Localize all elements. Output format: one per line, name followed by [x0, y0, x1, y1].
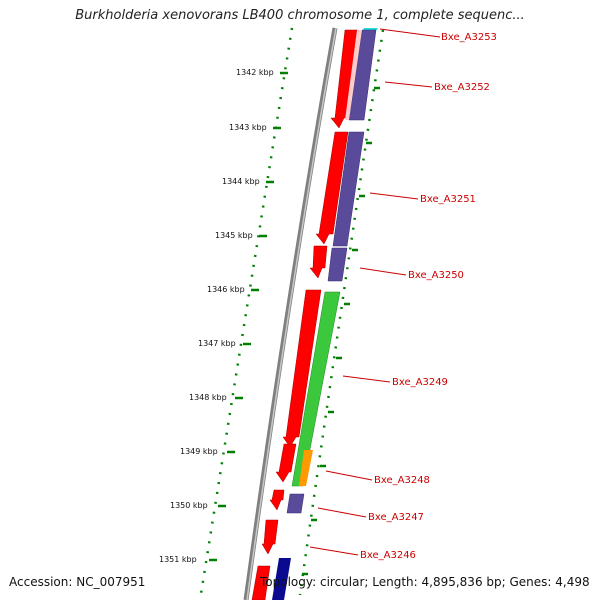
gene-block-purple[interactable]: [348, 29, 377, 121]
gene-arrow-red[interactable]: [269, 489, 285, 511]
gene-arrow-red[interactable]: [251, 565, 271, 600]
ruler-label-1346: 1346 kbp: [207, 285, 245, 294]
gene-arrow-red[interactable]: [309, 245, 328, 279]
gene-label-bxe-a3246[interactable]: Bxe_A3246: [360, 550, 416, 561]
forward-gene-track: [272, 28, 378, 600]
gene-block-cyan[interactable]: [363, 28, 378, 30]
ruler-label-1342: 1342 kbp: [236, 68, 274, 77]
ruler-label-1350: 1350 kbp: [170, 501, 208, 510]
gene-label-bxe-a3252[interactable]: Bxe_A3252: [434, 82, 490, 93]
gene-arrow-red[interactable]: [261, 519, 279, 555]
gene-label-bxe-a3251[interactable]: Bxe_A3251: [420, 194, 476, 205]
ruler-label-1344: 1344 kbp: [222, 177, 260, 186]
ruler-label-1347: 1347 kbp: [198, 339, 236, 348]
ruler-label-1345: 1345 kbp: [215, 231, 253, 240]
gene-arrow-red[interactable]: [282, 289, 322, 448]
gene-label-bxe-a3250[interactable]: Bxe_A3250: [408, 270, 464, 281]
gene-arrow-red[interactable]: [315, 131, 349, 245]
ruler-label-1343: 1343 kbp: [229, 123, 267, 132]
chromosome-backbone: [243, 27, 338, 600]
ruler-ticks: [209, 71, 380, 576]
gene-label-bxe-a3248[interactable]: Bxe_A3248: [374, 475, 430, 486]
accession-text: Accession: NC_007951: [9, 575, 146, 589]
gene-arrow-red[interactable]: [275, 443, 297, 483]
gene-label-leaders: [309, 28, 441, 556]
map-title: Burkholderia xenovorans LB400 chromosome…: [75, 8, 525, 23]
gene-block-purple[interactable]: [286, 493, 305, 514]
gene-block-purple[interactable]: [327, 247, 348, 282]
gene-block-navy[interactable]: [272, 558, 291, 600]
gene-block-orange[interactable]: [299, 450, 313, 486]
gene-block-purple[interactable]: [332, 131, 365, 247]
gene-label-bxe-a3249[interactable]: Bxe_A3249: [392, 377, 448, 388]
gene-label-bxe-a3247[interactable]: Bxe_A3247: [368, 512, 424, 523]
ruler-label-1349: 1349 kbp: [180, 447, 218, 456]
gene-label-bxe-a3253[interactable]: Bxe_A3253: [441, 32, 497, 43]
ruler-label-1348: 1348 kbp: [189, 393, 227, 402]
ruler-label-1351: 1351 kbp: [159, 555, 197, 564]
gene-block-pink[interactable]: [345, 30, 362, 120]
red-gene-track: [251, 29, 359, 600]
ruler-axis: [198, 27, 294, 600]
topology-text: Topology: circular; Length: 4,895,836 bp…: [260, 575, 590, 589]
